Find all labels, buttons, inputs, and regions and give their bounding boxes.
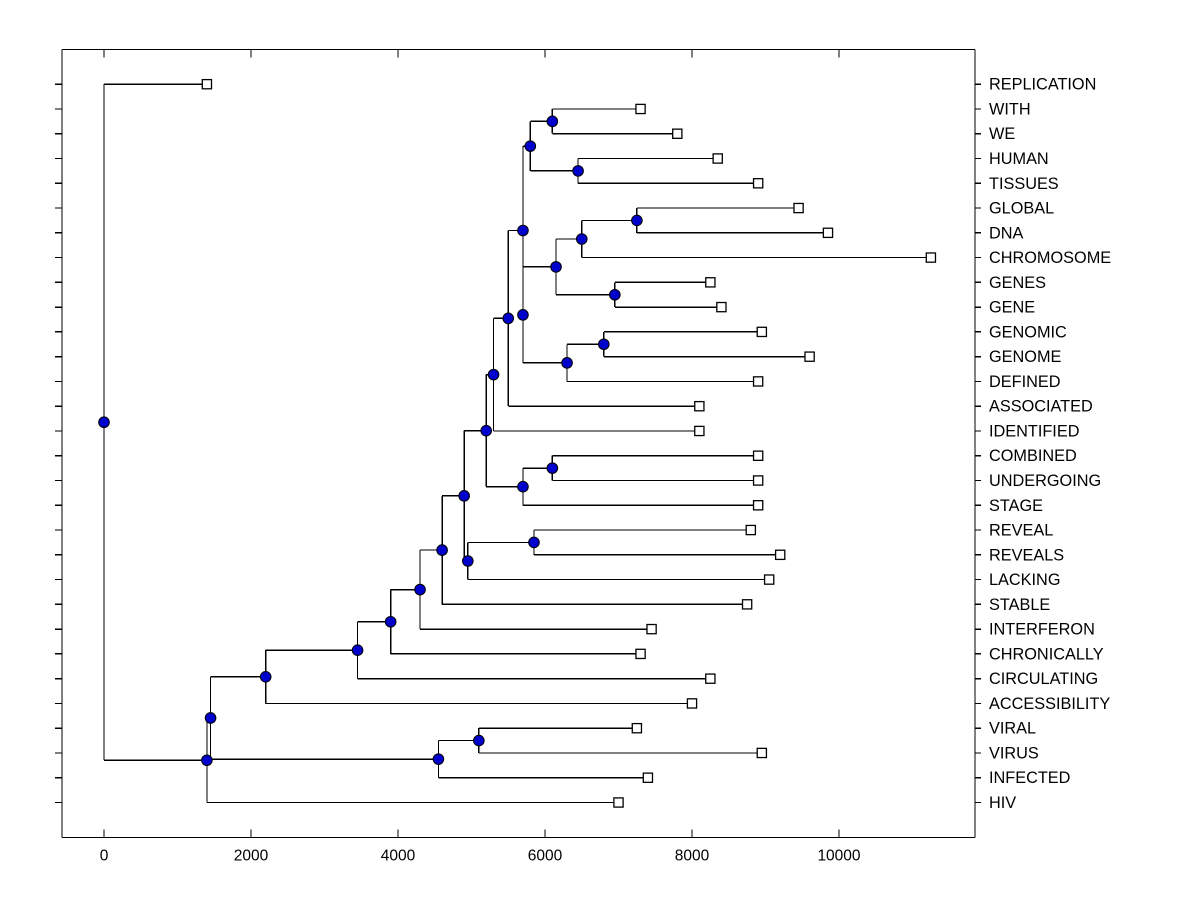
- svg-text:ASSOCIATED: ASSOCIATED: [989, 398, 1093, 416]
- svg-text:GENES: GENES: [989, 274, 1046, 292]
- svg-text:GENE: GENE: [989, 299, 1035, 317]
- svg-text:STAGE: STAGE: [989, 497, 1043, 515]
- svg-text:VIRAL: VIRAL: [989, 720, 1036, 738]
- svg-text:0: 0: [100, 848, 109, 865]
- svg-text:GENOME: GENOME: [989, 348, 1062, 366]
- svg-text:CIRCULATING: CIRCULATING: [989, 670, 1098, 688]
- svg-text:6000: 6000: [528, 848, 563, 865]
- svg-text:GENOMIC: GENOMIC: [989, 323, 1067, 341]
- svg-text:4000: 4000: [381, 848, 416, 865]
- svg-text:HUMAN: HUMAN: [989, 150, 1049, 168]
- svg-text:TISSUES: TISSUES: [989, 175, 1059, 193]
- svg-text:IDENTIFIED: IDENTIFIED: [989, 422, 1079, 440]
- svg-text:WITH: WITH: [989, 100, 1031, 118]
- svg-text:REVEAL: REVEAL: [989, 522, 1053, 540]
- svg-text:INFECTED: INFECTED: [989, 769, 1070, 787]
- svg-text:REVEALS: REVEALS: [989, 546, 1064, 564]
- svg-text:UNDERGOING: UNDERGOING: [989, 472, 1101, 490]
- svg-text:INTERFERON: INTERFERON: [989, 621, 1095, 639]
- svg-text:REPLICATION: REPLICATION: [989, 76, 1096, 94]
- svg-text:HIV: HIV: [989, 794, 1016, 812]
- svg-text:WE: WE: [989, 125, 1015, 143]
- svg-text:STABLE: STABLE: [989, 596, 1050, 614]
- svg-text:COMBINED: COMBINED: [989, 447, 1077, 465]
- svg-text:LACKING: LACKING: [989, 571, 1060, 589]
- svg-text:GLOBAL: GLOBAL: [989, 200, 1054, 218]
- svg-text:CHRONICALLY: CHRONICALLY: [989, 645, 1104, 663]
- svg-text:10000: 10000: [817, 848, 860, 865]
- svg-text:DNA: DNA: [989, 224, 1024, 242]
- svg-text:8000: 8000: [675, 848, 710, 865]
- svg-text:DEFINED: DEFINED: [989, 373, 1060, 391]
- svg-text:CHROMOSOME: CHROMOSOME: [989, 249, 1111, 267]
- svg-text:2000: 2000: [234, 848, 269, 865]
- svg-text:VIRUS: VIRUS: [989, 744, 1039, 762]
- svg-text:ACCESSIBILITY: ACCESSIBILITY: [989, 695, 1110, 713]
